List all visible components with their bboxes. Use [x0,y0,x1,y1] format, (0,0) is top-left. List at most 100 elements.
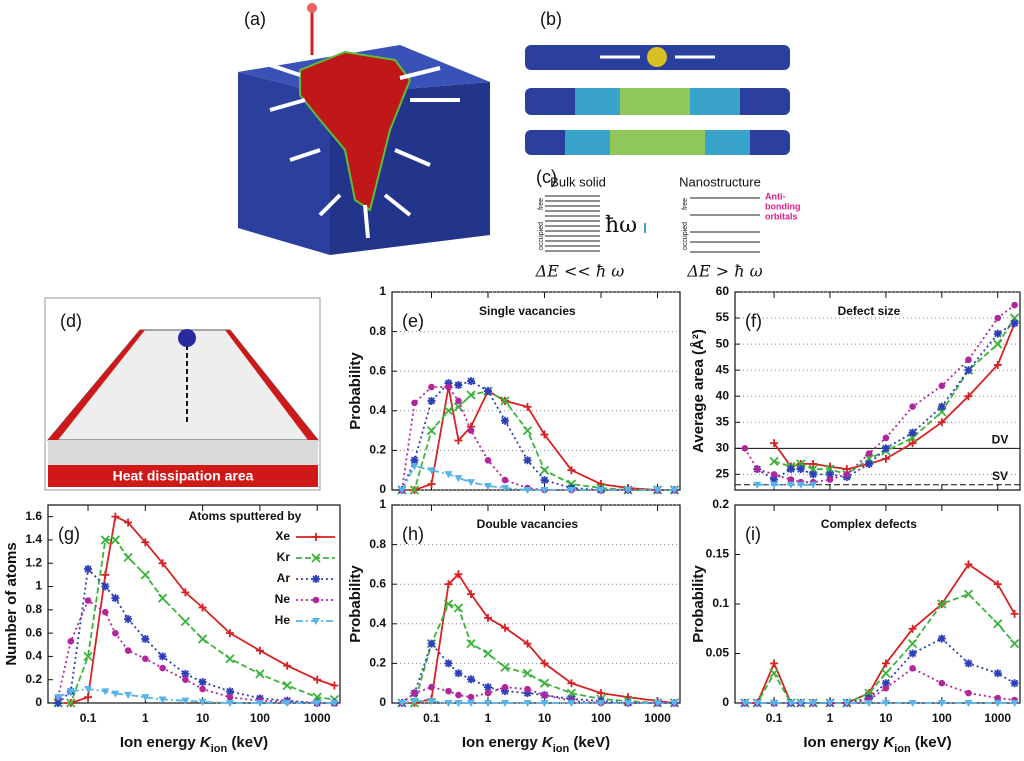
y-tick-label: 0.2 [369,443,386,457]
marker [541,691,548,699]
plot-area [734,291,1021,491]
y-tick-label: 1.4 [25,532,42,546]
bulk-relation: ΔE << ħ ω [535,262,625,281]
marker [993,669,1002,678]
series-line [401,700,675,704]
y-axis-title: Probability [690,565,707,643]
y-tick-label: 0.15 [706,547,730,561]
marker [466,479,475,487]
marker [427,467,436,475]
marker [993,329,1002,338]
marker [411,399,418,407]
free-label: free [538,198,545,210]
marker [484,683,492,692]
marker [409,485,420,495]
marker [426,425,437,436]
marker [444,471,453,479]
marker [225,654,235,664]
legend-marker [312,596,320,604]
x-axis-title-part: K [542,734,554,751]
marker [181,697,190,705]
y-tick-label: 1.2 [25,555,42,569]
x-tick-label: 10 [196,711,210,725]
legend-label: Kr [277,550,291,564]
marker [994,694,1002,702]
x-axis-title-part: (keV) [569,734,610,751]
marker [198,698,207,706]
y-tick-label: 50 [716,336,730,350]
marker [483,648,493,659]
marker [454,475,463,483]
marker [865,700,874,707]
marker [101,688,110,696]
marker [444,700,453,707]
y-axis-title: Probability [347,565,364,643]
y-tick-label: 0 [379,482,386,496]
chart-title: Complex defects [821,517,917,531]
marker [84,565,93,574]
marker [937,599,947,609]
x-tick-label: 1 [142,711,149,725]
x-axis-title: Ion energy Kion (keV) [462,734,610,755]
marker [427,639,436,648]
marker [427,698,436,706]
marker [101,582,110,591]
marker [786,465,795,474]
marker [993,619,1003,629]
marker [410,456,419,465]
marker [101,608,109,616]
chart-title: Double vacancies [477,517,579,531]
marker [54,694,63,702]
marker [524,685,531,693]
chart-panel: 0 0.2 0.4 0.6 0.8 1 0.1 1 10 100 1000 (h) Double vac… [347,497,681,755]
x-axis-title-part: ion [211,743,228,755]
marker [453,402,464,412]
y-tick-label: 25 [716,467,730,481]
marker [787,476,795,483]
marker [330,700,339,707]
marker [670,700,679,707]
marker [500,662,510,672]
marker [567,700,576,707]
x-axis-title-part: (keV) [911,734,952,751]
marker [567,679,576,688]
marker [141,634,150,643]
plot-area [734,504,1021,704]
marker [623,700,632,707]
marker [501,623,510,632]
marker [67,637,75,645]
marker [842,700,851,707]
marker [466,390,476,400]
energy-levels [545,195,760,253]
marker [770,475,779,484]
marker [881,700,890,707]
marker [197,634,208,644]
y-tick-label: 0.1 [712,596,729,610]
marker [83,651,93,662]
legend-marker [311,553,321,563]
marker [540,700,549,707]
marker [501,485,510,493]
marker [124,647,132,654]
marker [826,476,834,483]
marker [453,603,464,613]
marker [66,698,76,708]
marker [443,599,454,609]
marker [159,664,166,672]
antibonding-label: bonding [765,201,801,211]
marker [993,339,1003,349]
y-axis-title: Number of atoms [3,542,20,665]
marker [501,476,509,484]
marker [937,402,946,411]
occupied-label: occupied [682,222,689,250]
panel-label: (h) [402,524,424,544]
marker [181,669,190,678]
marker [522,668,533,678]
y-tick-label: 0.4 [369,616,386,630]
x-axis-title: Ion energy Kion (keV) [120,734,268,755]
marker [882,434,890,442]
marker [1011,301,1018,309]
marker [740,700,749,707]
x-axis-title-part: (keV) [227,734,268,751]
marker [1010,700,1019,707]
